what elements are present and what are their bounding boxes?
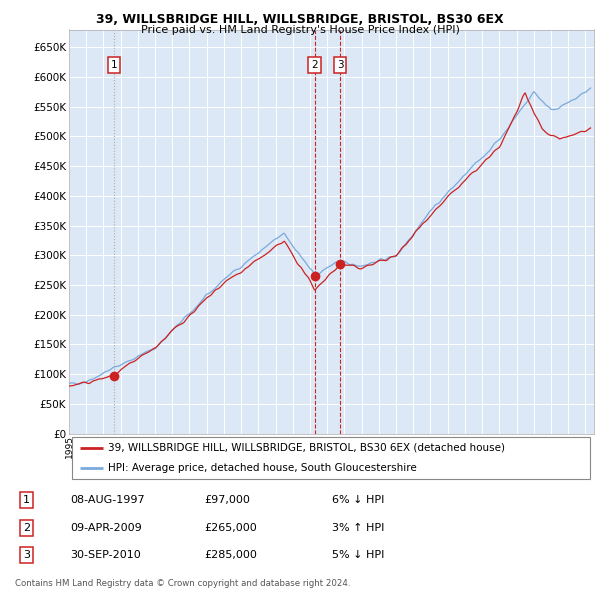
Text: 2: 2	[311, 60, 318, 70]
Text: 6% ↓ HPI: 6% ↓ HPI	[332, 495, 385, 505]
Text: £265,000: £265,000	[204, 523, 257, 533]
Text: 39, WILLSBRIDGE HILL, WILLSBRIDGE, BRISTOL, BS30 6EX: 39, WILLSBRIDGE HILL, WILLSBRIDGE, BRIST…	[96, 13, 504, 26]
Text: 2: 2	[23, 523, 30, 533]
Text: 3: 3	[337, 60, 343, 70]
Text: £97,000: £97,000	[204, 495, 250, 505]
Text: 5% ↓ HPI: 5% ↓ HPI	[332, 550, 385, 560]
Text: 30-SEP-2010: 30-SEP-2010	[70, 550, 141, 560]
Text: HPI: Average price, detached house, South Gloucestershire: HPI: Average price, detached house, Sout…	[109, 463, 417, 473]
Text: 1: 1	[110, 60, 117, 70]
Text: 39, WILLSBRIDGE HILL, WILLSBRIDGE, BRISTOL, BS30 6EX (detached house): 39, WILLSBRIDGE HILL, WILLSBRIDGE, BRIST…	[109, 442, 505, 453]
Text: Price paid vs. HM Land Registry's House Price Index (HPI): Price paid vs. HM Land Registry's House …	[140, 25, 460, 35]
Text: 08-AUG-1997: 08-AUG-1997	[70, 495, 145, 505]
FancyBboxPatch shape	[71, 437, 590, 479]
Text: 09-APR-2009: 09-APR-2009	[70, 523, 142, 533]
Text: 1: 1	[23, 495, 30, 505]
Text: 3% ↑ HPI: 3% ↑ HPI	[332, 523, 385, 533]
Text: £285,000: £285,000	[204, 550, 257, 560]
Text: 3: 3	[23, 550, 30, 560]
Text: Contains HM Land Registry data © Crown copyright and database right 2024.
This d: Contains HM Land Registry data © Crown c…	[15, 579, 350, 590]
